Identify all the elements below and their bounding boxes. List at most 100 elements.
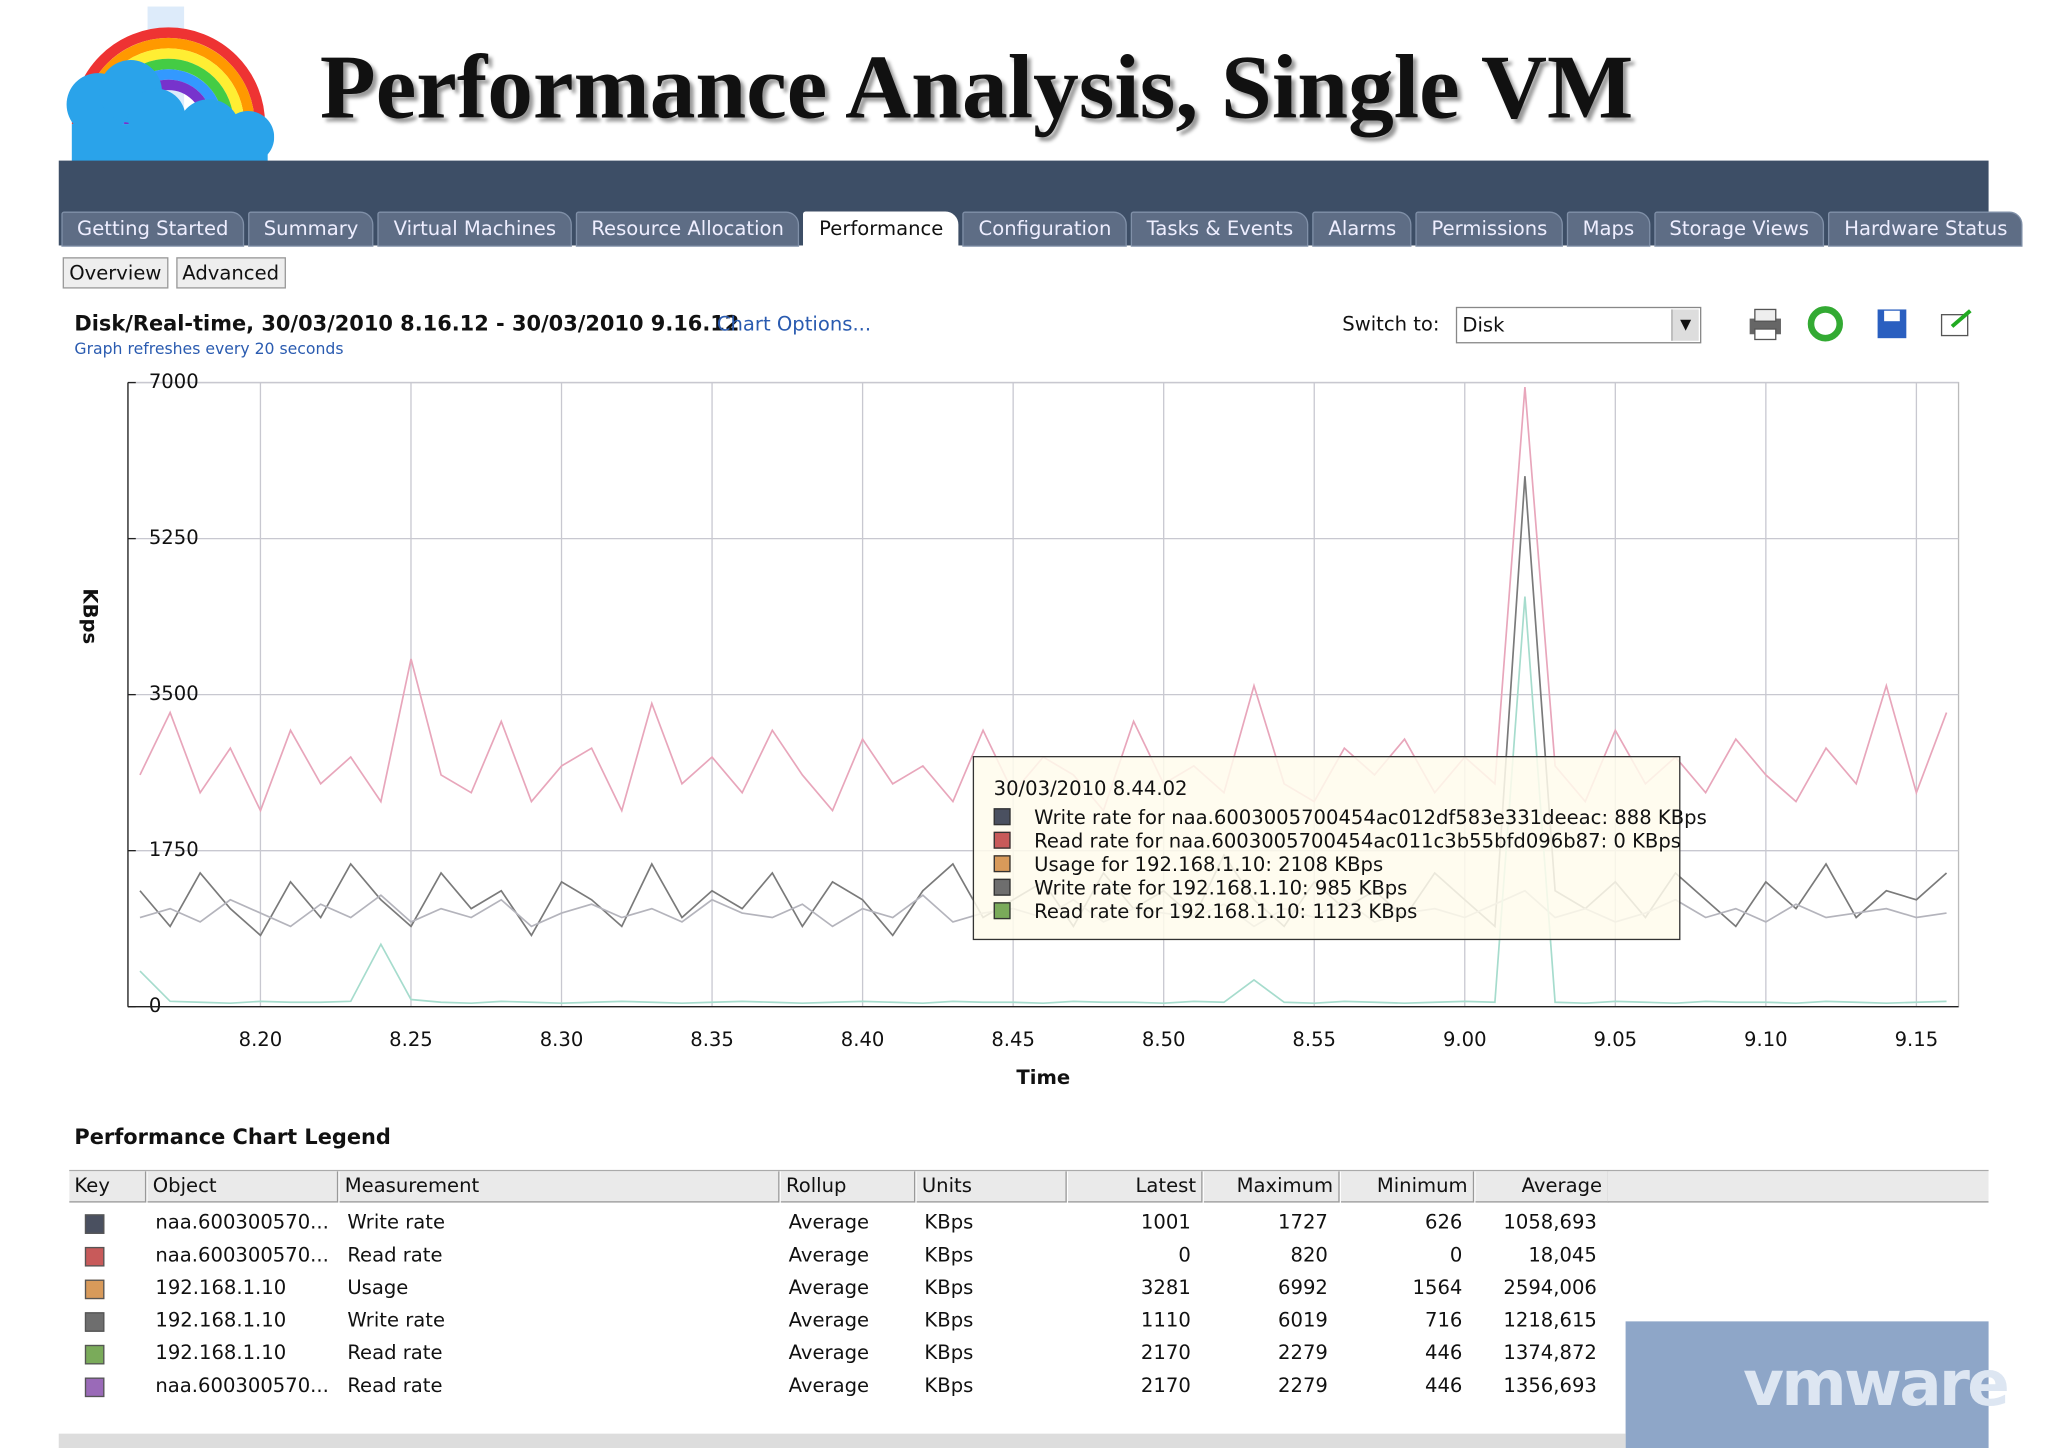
legend-key bbox=[84, 1246, 105, 1267]
tooltip-key bbox=[993, 878, 1011, 896]
x-axis-label: Time bbox=[1016, 1066, 1070, 1089]
table-cell: 0 bbox=[1449, 1243, 1463, 1267]
column-header: Units bbox=[916, 1171, 1067, 1203]
table-cell: 6019 bbox=[1278, 1308, 1328, 1332]
tab[interactable]: Performance bbox=[803, 211, 959, 247]
x-tick-label: 8.20 bbox=[239, 1028, 283, 1051]
x-tick-label: 8.35 bbox=[690, 1028, 734, 1051]
subtab[interactable]: Advanced bbox=[175, 257, 286, 289]
switch-value: Disk bbox=[1462, 313, 1505, 337]
x-tick-label: 8.25 bbox=[389, 1028, 433, 1051]
y-tick-label: 7000 bbox=[149, 370, 199, 393]
table-cell: 3281 bbox=[1140, 1275, 1191, 1300]
table-cell: 716 bbox=[1424, 1308, 1463, 1332]
tab[interactable]: Tasks & Events bbox=[1130, 211, 1309, 247]
table-cell: 2279 bbox=[1278, 1340, 1328, 1365]
series-line bbox=[139, 596, 1947, 1005]
table-cell: 820 bbox=[1290, 1243, 1328, 1267]
subtab[interactable]: Overview bbox=[62, 257, 168, 289]
table-cell: Read rate bbox=[347, 1243, 443, 1267]
tab[interactable]: Configuration bbox=[962, 211, 1128, 247]
legend-key bbox=[84, 1344, 105, 1365]
table-cell: KBps bbox=[924, 1308, 974, 1332]
table-cell: Average bbox=[788, 1275, 870, 1300]
tooltip-item: Read rate for naa.6003005700454ac011c3b5… bbox=[1034, 829, 1682, 853]
table-cell: 2279 bbox=[1278, 1373, 1328, 1398]
table-cell: Write rate bbox=[347, 1308, 446, 1332]
chart: 0 1750 3500 5250 7000 8.20 8.25 8.30 8.35 8.40 8.4… bbox=[78, 370, 1960, 1089]
chart-heading: Disk/Real-time, 30/03/2010 8.16.12 - 30/… bbox=[74, 310, 740, 336]
dropdown-arrow[interactable]: ▼ bbox=[1671, 309, 1699, 341]
watermark: vmware bbox=[1743, 1347, 2010, 1421]
tooltip-item: Write rate for 192.168.1.10: 985 KBps bbox=[1034, 876, 1408, 900]
table-cell: 192.168.1.10 bbox=[155, 1340, 287, 1365]
y-tick-label: 0 bbox=[149, 994, 161, 1017]
refresh-icon[interactable] bbox=[1807, 306, 1843, 342]
subtab-bar: Overview Advanced bbox=[62, 257, 294, 289]
table-cell: 1727 bbox=[1278, 1210, 1328, 1234]
table-cell: KBps bbox=[924, 1210, 974, 1234]
legend-key bbox=[84, 1279, 105, 1300]
x-tick-label: 8.40 bbox=[841, 1028, 885, 1051]
tab[interactable]: Getting Started bbox=[61, 211, 245, 247]
table-cell: Average bbox=[788, 1210, 870, 1234]
scrollbar bbox=[58, 1433, 1626, 1448]
x-tick-label: 9.05 bbox=[1594, 1028, 1638, 1051]
logo bbox=[66, 6, 275, 164]
toolbar-icons bbox=[1749, 306, 1972, 342]
table-cell: 6992 bbox=[1278, 1275, 1328, 1300]
table-cell: 1564 bbox=[1412, 1275, 1463, 1300]
table-cell: 1374,872 bbox=[1503, 1340, 1597, 1365]
x-tick-label: 9.10 bbox=[1744, 1028, 1788, 1051]
table-cell: 18,045 bbox=[1528, 1243, 1597, 1267]
tab[interactable]: Virtual Machines bbox=[377, 211, 572, 247]
tab[interactable]: Permissions bbox=[1415, 211, 1564, 247]
table-cell: Average bbox=[788, 1308, 870, 1332]
legend-key bbox=[84, 1377, 105, 1398]
x-tick-label: 9.00 bbox=[1443, 1028, 1487, 1051]
column-header: Latest bbox=[1068, 1171, 1203, 1203]
table-cell: Average bbox=[788, 1243, 870, 1267]
x-tick-label: 8.45 bbox=[991, 1028, 1035, 1051]
table-cell: KBps bbox=[924, 1373, 974, 1398]
tab[interactable]: Hardware Status bbox=[1828, 211, 2024, 247]
tooltip-item: Read rate for 192.168.1.10: 1123 KBps bbox=[1034, 899, 1418, 924]
column-header: Rollup bbox=[780, 1171, 916, 1203]
tab[interactable]: Storage Views bbox=[1653, 211, 1825, 247]
tab-bar: Getting Started Summary Virtual Machines Re… bbox=[61, 211, 2027, 247]
table-cell: 2170 bbox=[1140, 1340, 1191, 1365]
table-cell: 1356,693 bbox=[1503, 1373, 1597, 1398]
switch-select[interactable]: Disk ▼ bbox=[1455, 306, 1702, 344]
column-header: Object bbox=[147, 1171, 339, 1203]
tab[interactable]: Resource Allocation bbox=[575, 211, 800, 247]
tab[interactable]: Summary bbox=[248, 211, 375, 247]
tooltip-key bbox=[993, 831, 1011, 849]
column-header: Average bbox=[1475, 1171, 1609, 1203]
table-cell: 446 bbox=[1424, 1373, 1463, 1398]
refresh-note: Graph refreshes every 20 seconds bbox=[74, 339, 344, 358]
save-icon[interactable] bbox=[1877, 309, 1907, 339]
table-cell: Read rate bbox=[347, 1373, 443, 1398]
x-tick-label: 8.55 bbox=[1292, 1028, 1336, 1051]
legend-table: Key Object Measurement Rollup Units Latest Max… bbox=[69, 1169, 1989, 1419]
slide-title: Performance Analysis, Single VM bbox=[319, 37, 1634, 139]
table-cell: Usage bbox=[347, 1275, 409, 1300]
table-cell: 626 bbox=[1424, 1210, 1463, 1234]
tab[interactable]: Maps bbox=[1566, 211, 1650, 247]
x-tick-label: 8.50 bbox=[1142, 1028, 1186, 1051]
export-icon[interactable] bbox=[1940, 309, 1972, 337]
print-icon[interactable] bbox=[1749, 308, 1781, 341]
column-header: Maximum bbox=[1203, 1171, 1340, 1203]
table-cell: 1058,693 bbox=[1503, 1210, 1597, 1234]
y-tick-label: 3500 bbox=[149, 682, 199, 705]
tab[interactable]: Alarms bbox=[1312, 211, 1412, 247]
tooltip-key bbox=[993, 808, 1011, 826]
table-cell: 1110 bbox=[1140, 1308, 1191, 1332]
x-tick-label: 9.15 bbox=[1895, 1028, 1939, 1051]
chart-options-link[interactable]: Chart Options... bbox=[716, 312, 872, 336]
tooltip-title: 30/03/2010 8.44.02 bbox=[993, 776, 1188, 801]
column-header: Measurement bbox=[339, 1171, 780, 1203]
legend-key bbox=[84, 1214, 105, 1234]
column-header: Minimum bbox=[1340, 1171, 1475, 1203]
